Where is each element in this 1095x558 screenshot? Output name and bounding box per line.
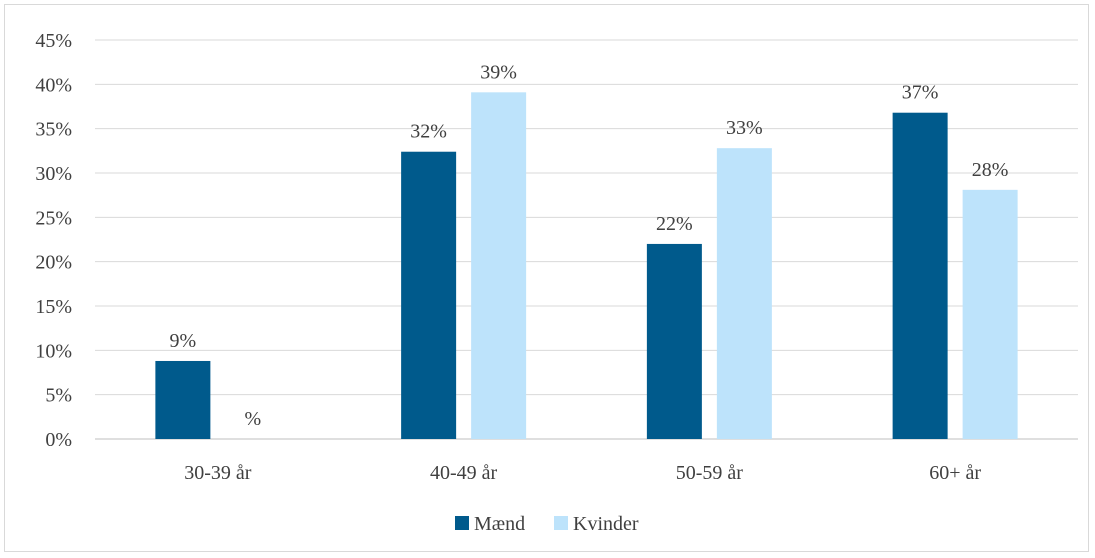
legend-swatch-kvinder — [554, 516, 568, 530]
y-tick-label: 10% — [35, 340, 72, 362]
bar-kvinder — [716, 148, 772, 439]
y-tick-label: 0% — [45, 429, 72, 451]
x-tick-label: 40-49 år — [430, 462, 498, 484]
y-tick-label: 20% — [35, 252, 72, 274]
data-label: 9% — [170, 330, 197, 352]
y-tick-label: 30% — [35, 163, 72, 185]
x-tick-label: 30-39 år — [184, 462, 252, 484]
bar-maend — [646, 243, 702, 439]
data-label: 37% — [902, 82, 939, 104]
legend-label: Kvinder — [573, 513, 639, 535]
bar-kvinder — [962, 189, 1018, 439]
data-label: 22% — [656, 213, 693, 235]
x-tick-label: 50-59 år — [676, 462, 744, 484]
data-label: % — [245, 408, 262, 430]
legend: Mænd Kvinder — [455, 513, 639, 535]
data-label: 32% — [410, 121, 447, 143]
bar-maend — [892, 112, 948, 439]
bars — [155, 92, 1018, 440]
bar-kvinder — [471, 92, 527, 440]
x-axis: 30-39 år 40-49 år 50-59 år 60+ år — [184, 462, 981, 484]
y-tick-label: 35% — [35, 119, 72, 141]
y-tick-label: 5% — [45, 385, 72, 407]
bar-maend — [401, 151, 457, 439]
data-labels: 9%% 32% 39% 22% 33% 37% 28% — [170, 61, 1009, 430]
y-tick-label: 40% — [35, 74, 72, 96]
y-axis: 0% 5% 10% 15% 20% 25% 30% 35% 40% 45% — [35, 30, 72, 451]
y-tick-label: 25% — [35, 207, 72, 229]
data-label: 33% — [726, 117, 763, 139]
data-label: 39% — [480, 61, 517, 83]
y-tick-label: 15% — [35, 296, 72, 318]
bar-maend — [155, 360, 211, 439]
legend-label: Mænd — [474, 513, 525, 535]
data-label: 28% — [972, 159, 1009, 181]
y-tick-label: 45% — [35, 30, 72, 52]
legend-swatch-maend — [455, 516, 469, 530]
x-tick-label: 60+ år — [929, 462, 981, 484]
